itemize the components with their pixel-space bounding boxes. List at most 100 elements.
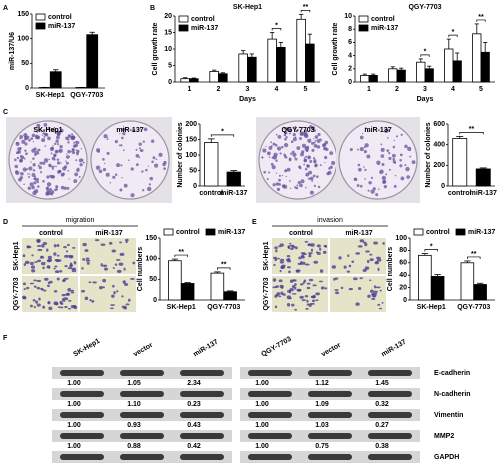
stained-cell — [112, 284, 115, 288]
protein-name: GAPDH — [434, 454, 459, 461]
colony — [74, 172, 79, 177]
colony — [75, 151, 80, 155]
protein-band — [308, 412, 352, 418]
colony — [102, 158, 105, 161]
stained-cell — [371, 297, 376, 300]
stained-cell — [288, 270, 291, 274]
y-tick-label: 4 — [348, 52, 352, 59]
significance: * — [221, 129, 224, 136]
colony — [67, 137, 69, 139]
colony — [309, 176, 314, 181]
colony — [268, 145, 273, 150]
stained-cell — [280, 265, 286, 269]
colony — [43, 132, 48, 136]
colony — [294, 126, 297, 129]
stained-cell — [369, 279, 372, 282]
colony — [151, 160, 154, 164]
x-tick-label: 4 — [275, 86, 279, 93]
colony — [281, 145, 284, 149]
stained-cell — [351, 260, 355, 263]
colony — [309, 124, 313, 129]
colony — [364, 178, 367, 180]
panel-label: F — [3, 335, 8, 342]
stained-cell — [334, 277, 339, 280]
colony — [289, 180, 291, 182]
stained-cell — [91, 300, 95, 303]
y-tick-label: 80 — [399, 247, 407, 254]
colony — [121, 176, 123, 179]
y-tick-label: 0 — [348, 79, 352, 86]
error-bar — [399, 67, 404, 71]
error-bar — [220, 72, 226, 74]
y-tick-label: 0 — [25, 85, 29, 92]
colony — [32, 157, 35, 160]
colony — [95, 165, 101, 170]
error-bar — [456, 135, 464, 139]
colony — [268, 156, 271, 159]
colony — [300, 152, 304, 157]
stained-cell — [85, 257, 90, 260]
bar — [223, 291, 237, 301]
band-intensity: 1.09 — [315, 401, 329, 408]
colony — [380, 154, 385, 158]
stained-cell — [359, 277, 364, 280]
colony — [392, 145, 396, 149]
row-label: SK-Hep1 — [13, 241, 20, 270]
stained-cell — [299, 295, 304, 299]
legend-label: control — [426, 229, 450, 236]
colony — [38, 152, 40, 155]
stained-cell — [287, 266, 291, 269]
culture-dish — [90, 120, 170, 200]
colony — [392, 153, 396, 158]
colony — [24, 142, 28, 146]
stained-cell — [312, 284, 317, 287]
stained-cell — [40, 261, 46, 266]
stained-cell — [306, 286, 311, 290]
band-intensity: 0.43 — [187, 422, 201, 429]
y-tick-label: 15 — [164, 29, 172, 36]
stained-cell — [53, 244, 57, 248]
colony — [67, 169, 70, 172]
stained-cell — [377, 303, 381, 306]
protein-band — [60, 454, 104, 460]
stained-cell — [278, 295, 282, 298]
y-tick-label: 10 — [164, 46, 172, 53]
stained-cell — [376, 256, 381, 260]
stained-cell — [41, 244, 45, 248]
colony — [96, 148, 101, 153]
assay-title: migration — [66, 217, 95, 224]
stained-cell — [285, 258, 290, 262]
colony — [282, 130, 284, 133]
lane-label: miR-137 — [192, 339, 219, 359]
protein-band — [120, 433, 164, 439]
colony — [379, 169, 384, 174]
error-bar — [211, 69, 217, 72]
colony — [301, 150, 305, 154]
stained-cell — [275, 249, 278, 253]
colony — [400, 133, 403, 136]
colony — [28, 166, 33, 171]
colony — [299, 166, 302, 170]
protein-band — [120, 454, 164, 460]
colony — [329, 151, 334, 156]
band-intensity: 1.00 — [67, 380, 81, 387]
colony — [55, 188, 59, 191]
protein-name: Vimentin — [434, 412, 463, 419]
stained-cell — [119, 252, 125, 257]
band-intensity: 2.34 — [187, 380, 201, 387]
stained-cell — [34, 261, 38, 263]
colony — [37, 164, 40, 167]
colony — [63, 186, 67, 190]
colony — [285, 135, 288, 139]
protein-band — [308, 370, 352, 376]
stained-cell — [38, 297, 41, 301]
stained-cell — [39, 256, 45, 259]
colony — [43, 123, 48, 127]
colony — [142, 189, 145, 192]
colony — [105, 172, 110, 177]
stained-cell — [287, 245, 291, 250]
stained-cell — [346, 270, 351, 273]
colony — [32, 140, 34, 143]
colony — [303, 158, 307, 163]
